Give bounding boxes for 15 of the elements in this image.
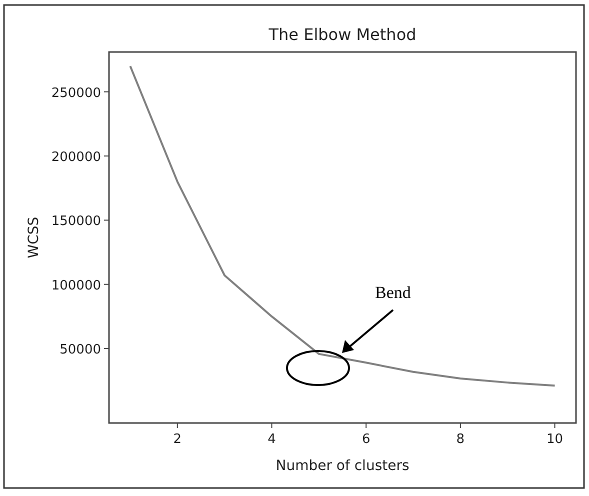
x-tick-label: 6 (362, 432, 370, 447)
x-tick-label: 2 (173, 432, 182, 447)
annotation: Bend (375, 283, 412, 302)
line-series (129, 65, 556, 387)
y-axis-title: WCSS (26, 216, 42, 258)
x-tick-label: 10 (546, 432, 564, 447)
x-tick-label: 8 (456, 432, 465, 447)
x-tick-label: 4 (268, 432, 276, 447)
y-tick-label: 50000 (60, 342, 101, 358)
x-axis-title: Number of clusters (276, 458, 410, 474)
chart-title: The Elbow Method (268, 25, 416, 44)
y-tick-label: 150000 (51, 214, 101, 230)
y-tick-label: 100000 (51, 278, 101, 294)
y-tick-label: 200000 (51, 150, 101, 165)
y-tick-label: 250000 (51, 86, 101, 101)
